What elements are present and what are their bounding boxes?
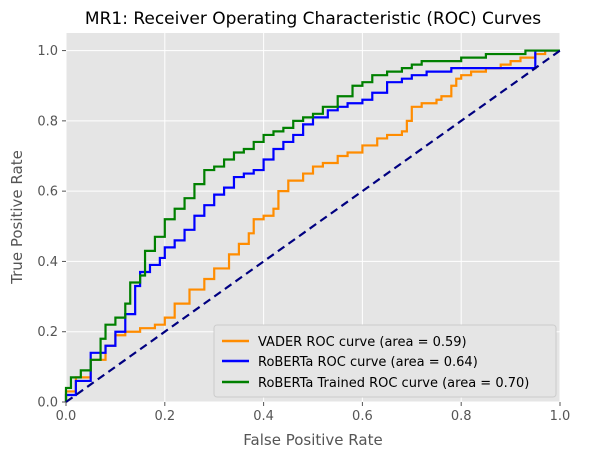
roberta-trained-roc-line (64, 49, 560, 402)
x-axis-label: False Positive Rate (243, 431, 382, 449)
x-tick-label: 0.2 (154, 409, 175, 424)
x-tick-label: 0.6 (352, 409, 373, 424)
x-tick-label: 1.0 (550, 409, 571, 424)
x-tick-label: 0.8 (451, 409, 472, 424)
roberta-roc-line (64, 49, 560, 402)
x-axis-ticks: 0.0 0.2 0.4 0.6 0.8 1.0 (56, 402, 571, 424)
vader-roc-line (64, 49, 560, 402)
legend: VADER ROC curve (area = 0.59) RoBERTa RO… (213, 324, 557, 398)
legend-label-vader: VADER ROC curve (area = 0.59) (258, 335, 467, 350)
x-tick-label: 0.4 (253, 409, 274, 424)
y-tick-label: 0.6 (37, 185, 58, 200)
y-tick-label: 0.8 (37, 114, 58, 129)
chance-diagonal-line (65, 49, 561, 403)
series-layer (64, 49, 561, 403)
y-tick-label: 0.0 (37, 396, 58, 411)
legend-box (213, 324, 557, 398)
y-tick-label: 0.2 (37, 325, 58, 340)
y-tick-label: 1.0 (37, 44, 58, 59)
y-axis-label: True Positive Rate (8, 150, 26, 285)
y-axis-ticks: 0.0 0.2 0.4 0.6 0.8 1.0 (37, 44, 66, 411)
y-tick-label: 0.4 (37, 255, 58, 270)
x-tick-label: 0.0 (56, 409, 77, 424)
legend-label-roberta-trained: RoBERTa Trained ROC curve (area = 0.70) (258, 376, 529, 391)
chart-title: MR1: Receiver Operating Characteristic (… (85, 9, 541, 29)
legend-label-roberta: RoBERTa ROC curve (area = 0.64) (258, 355, 478, 370)
